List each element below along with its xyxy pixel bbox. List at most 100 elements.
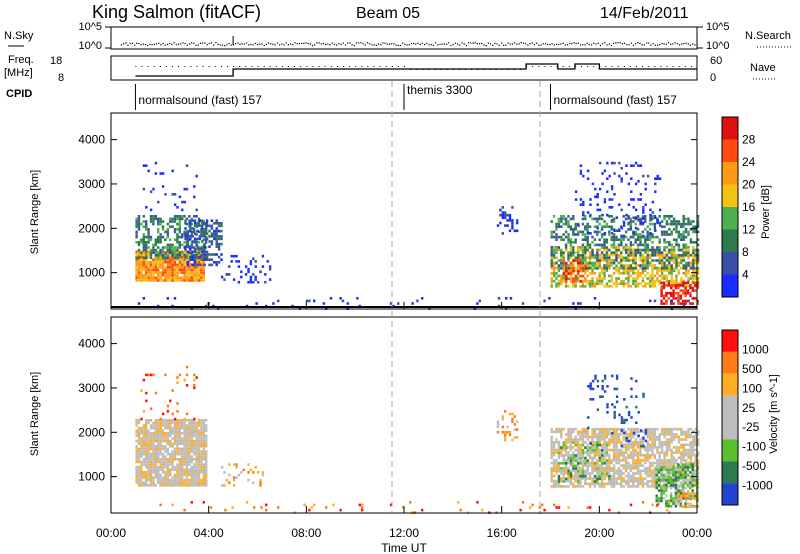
- data-cell: [181, 419, 184, 422]
- data-cell: [159, 450, 162, 453]
- data-cell: [205, 434, 208, 438]
- data-cell: [682, 472, 685, 475]
- data-cell: [147, 484, 150, 487]
- data-cell: [135, 468, 138, 471]
- data-cell: [173, 217, 177, 221]
- data-cell: [157, 429, 160, 432]
- data-cell: [663, 430, 666, 434]
- data-cell: [605, 269, 609, 272]
- data-cell: [660, 468, 663, 472]
- data-cell: [588, 474, 592, 478]
- data-cell: [651, 464, 654, 467]
- data-cell: [689, 463, 692, 466]
- data-cell: [193, 273, 196, 277]
- data-cell: [672, 484, 675, 487]
- data-cell: [634, 472, 637, 475]
- data-cell: [627, 446, 630, 449]
- data-cell: [651, 235, 654, 239]
- data-cell: [636, 464, 640, 467]
- data-cell: [145, 228, 148, 231]
- data-cell: [596, 385, 600, 388]
- data-cell: [674, 297, 678, 300]
- data-cell: [560, 220, 563, 223]
- data-cell: [205, 468, 208, 471]
- data-cell: [655, 476, 658, 479]
- data-cell: [636, 466, 640, 470]
- data-cell: [171, 429, 174, 432]
- data-cell: [193, 484, 196, 487]
- data-cell: [656, 464, 659, 467]
- data-cell: [159, 434, 162, 438]
- noise-dot: [171, 43, 173, 45]
- noise-dot: [164, 44, 166, 46]
- data-cell: [658, 451, 661, 454]
- data-cell: [173, 421, 177, 425]
- data-cell: [586, 248, 589, 252]
- data-cell: [686, 494, 690, 498]
- data-cell: [157, 256, 160, 260]
- data-cell: [205, 458, 208, 461]
- data-cell: [608, 264, 611, 267]
- data-cell: [581, 430, 585, 434]
- data-cell: [499, 208, 502, 212]
- data-cell: [200, 255, 203, 259]
- data-cell: [657, 463, 661, 466]
- data-cell: [692, 259, 695, 262]
- data-cell: [149, 373, 153, 377]
- data-cell: [567, 453, 570, 457]
- nave-dot: [629, 66, 631, 67]
- data-cell: [176, 478, 179, 482]
- data-cell: [658, 248, 661, 252]
- data-cell: [183, 187, 186, 191]
- data-cell: [615, 435, 618, 439]
- data-cell: [680, 279, 683, 283]
- data-cell: [550, 438, 553, 441]
- data-cell: [684, 465, 687, 469]
- data-cell: [567, 264, 570, 267]
- data-cell: [667, 481, 670, 485]
- data-cell: [183, 471, 186, 474]
- data-cell: [622, 248, 625, 252]
- data-cell: [164, 426, 167, 430]
- data-cell: [653, 461, 657, 465]
- data-cell: [232, 476, 236, 479]
- data-cell: [657, 489, 661, 492]
- data-cell: [598, 440, 601, 444]
- data-cell: [184, 248, 187, 251]
- data-cell: [605, 246, 609, 249]
- data-cell: [164, 271, 167, 274]
- freq-label-line2: [MHz]: [4, 67, 33, 79]
- data-cell: [171, 421, 174, 425]
- nave-dot: [367, 66, 369, 67]
- data-cell: [624, 235, 628, 239]
- data-cell: [137, 419, 141, 422]
- data-cell: [584, 285, 587, 288]
- data-cell: [567, 456, 570, 460]
- data-cell: [668, 259, 671, 262]
- data-cell: [634, 230, 637, 234]
- data-cell: [161, 478, 165, 482]
- data-cell: [615, 433, 618, 436]
- data-cell: [137, 266, 141, 269]
- data-cell: [137, 484, 141, 487]
- data-cell: [610, 435, 613, 439]
- data-cell: [176, 248, 179, 252]
- data-cell: [159, 452, 162, 456]
- data-cell: [145, 258, 148, 261]
- data-cell: [569, 464, 573, 467]
- data-cell: [137, 458, 141, 461]
- data-cell: [200, 424, 203, 427]
- data-cell: [694, 448, 697, 452]
- data-cell: [687, 261, 690, 265]
- data-cell: [560, 248, 563, 252]
- data-cell: [629, 248, 633, 252]
- data-cell: [190, 424, 193, 427]
- data-cell: [188, 266, 191, 269]
- data-cell: [188, 251, 191, 254]
- data-cell: [152, 439, 155, 443]
- data-cell: [171, 476, 174, 479]
- data-cell: [178, 276, 181, 280]
- data-cell: [612, 479, 616, 483]
- data-cell: [679, 465, 682, 469]
- data-cell: [620, 167, 623, 170]
